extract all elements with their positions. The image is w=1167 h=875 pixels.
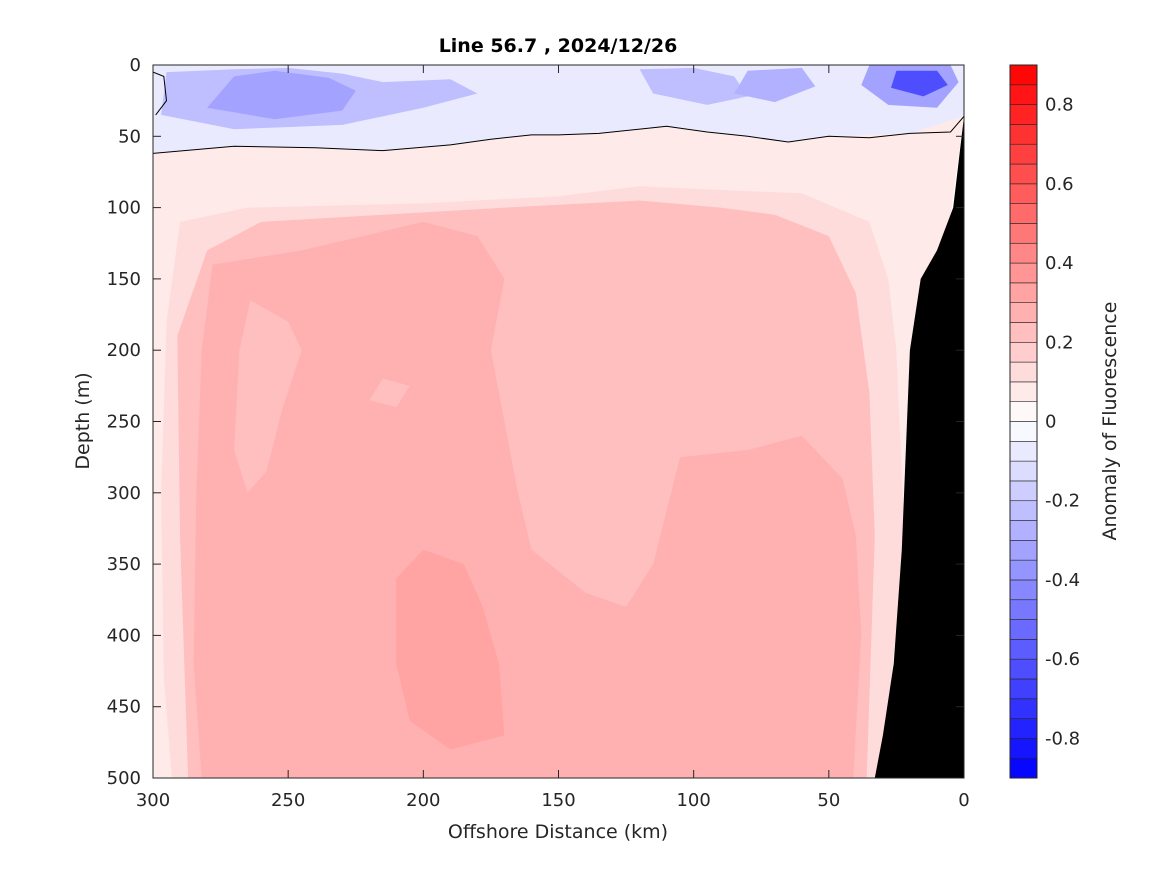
contour-region-11 <box>734 67 816 103</box>
x-tick-label-300: 300 <box>136 790 170 811</box>
colorbar-swatch-8 <box>1009 599 1038 620</box>
colorbar-swatch-3 <box>1009 698 1038 719</box>
colorbar-frame <box>1009 64 1038 779</box>
y-tick-label-150: 150 <box>107 269 141 290</box>
contour-region-13 <box>891 70 948 97</box>
contour-region-9 <box>207 70 356 120</box>
y-tick-label-0: 0 <box>130 55 141 76</box>
colorbar-swatch-31 <box>1009 143 1038 165</box>
colorbar-swatch-2 <box>1009 718 1038 739</box>
y-tick-label-400: 400 <box>107 625 141 646</box>
colorbar-swatch-33 <box>1009 104 1038 125</box>
x-tick-label-50: 50 <box>817 790 840 811</box>
colorbar-tick-label-0: 0.8 <box>1045 95 1074 116</box>
colorbar-swatch-5 <box>1009 658 1038 680</box>
y-tick-label-100: 100 <box>107 198 141 219</box>
colorbar-swatch-15 <box>1009 460 1038 482</box>
colorbar-tick-label-4: 0 <box>1045 412 1056 433</box>
zero-contour-line <box>153 115 964 154</box>
colorbar-swatch-13 <box>1009 500 1038 521</box>
colorbar-swatch-21 <box>1009 341 1038 363</box>
colorbar-swatch-1 <box>1009 738 1038 759</box>
colorbar-swatch-26 <box>1009 242 1038 264</box>
x-tick-label-200: 200 <box>406 790 440 811</box>
zero-contour-line-edge <box>153 71 168 116</box>
colorbar-swatch-27 <box>1009 223 1038 244</box>
contour-region-4 <box>234 300 302 493</box>
y-tick-label-500: 500 <box>107 768 141 789</box>
colorbar-swatch-25 <box>1009 262 1038 284</box>
colorbar-swatch-14 <box>1009 480 1038 502</box>
contour-region-6 <box>396 549 505 750</box>
x-axis: 300 250 200 150 100 50 0 <box>136 65 970 811</box>
contour-fill-group <box>153 65 964 778</box>
colorbar-swatch-32 <box>1009 124 1038 145</box>
y-tick-label-350: 350 <box>107 554 141 575</box>
x-tick-label-100: 100 <box>676 790 710 811</box>
colorbar-swatch-9 <box>1009 579 1038 601</box>
colorbar-swatch-17 <box>1009 421 1038 442</box>
colorbar-swatch-7 <box>1009 619 1038 640</box>
y-tick-label-50: 50 <box>118 126 141 147</box>
colorbar-swatch-29 <box>1009 183 1038 204</box>
y-axis-title: Depth (m) <box>72 372 94 469</box>
colorbar-swatch-6 <box>1009 639 1038 660</box>
y-tick-label-200: 200 <box>107 340 141 361</box>
colorbar-title: Anomaly of Fluorescence <box>1099 302 1121 541</box>
y-tick-label-300: 300 <box>107 483 141 504</box>
colorbar-swatch-34 <box>1009 84 1038 105</box>
colorbar-tick-label-1: 0.6 <box>1045 174 1074 195</box>
colorbar-tick-label-3: 0.2 <box>1045 332 1074 353</box>
colorbar-swatch-22 <box>1009 322 1038 343</box>
colorbar-swatch-16 <box>1009 441 1038 462</box>
chart-title: Line 56.7 , 2024/12/26 <box>439 35 678 57</box>
plot-area <box>152 64 965 779</box>
colorbar-swatch-18 <box>1009 401 1038 422</box>
colorbar-swatch-20 <box>1009 361 1038 383</box>
x-tick-label-250: 250 <box>271 790 305 811</box>
x-tick-label-0: 0 <box>958 790 969 811</box>
colorbar-swatch-4 <box>1009 678 1038 700</box>
colorbar-tick-label-8: -0.8 <box>1045 728 1080 749</box>
contour-region-10 <box>639 67 748 105</box>
colorbar-swatch-23 <box>1009 302 1038 323</box>
colorbar-tick-label-5: -0.2 <box>1045 491 1080 512</box>
bathymetry-seafloor <box>874 116 964 778</box>
x-tick-label-150: 150 <box>541 790 575 811</box>
colorbar-tick-label-7: -0.6 <box>1045 649 1080 670</box>
y-tick-label-250: 250 <box>107 412 141 433</box>
y-axis: 0 50 100 150 200 250 300 350 400 450 500 <box>107 55 964 789</box>
contour-region-5 <box>369 378 410 408</box>
colorbar-swatch-11 <box>1009 540 1038 561</box>
colorbar-swatch-12 <box>1009 520 1038 541</box>
colorbar: 0.8 0.6 0.4 0.2 0 -0.2 -0.4 -0.6 -0.8 <box>1009 64 1080 779</box>
contour-region-3 <box>193 221 862 778</box>
colorbar-swatch-10 <box>1009 559 1038 581</box>
colorbar-tick-label-2: 0.4 <box>1045 253 1074 274</box>
colorbar-swatch-35 <box>1009 64 1038 86</box>
colorbar-swatch-28 <box>1009 203 1038 224</box>
colorbar-swatch-30 <box>1009 163 1038 185</box>
x-axis-title: Offshore Distance (km) <box>448 821 668 843</box>
colorbar-tick-label-6: -0.4 <box>1045 570 1080 591</box>
colorbar-swatch-0 <box>1009 757 1038 779</box>
y-tick-label-450: 450 <box>107 697 141 718</box>
colorbar-swatch-19 <box>1009 381 1038 402</box>
colorbar-swatch-24 <box>1009 282 1038 303</box>
